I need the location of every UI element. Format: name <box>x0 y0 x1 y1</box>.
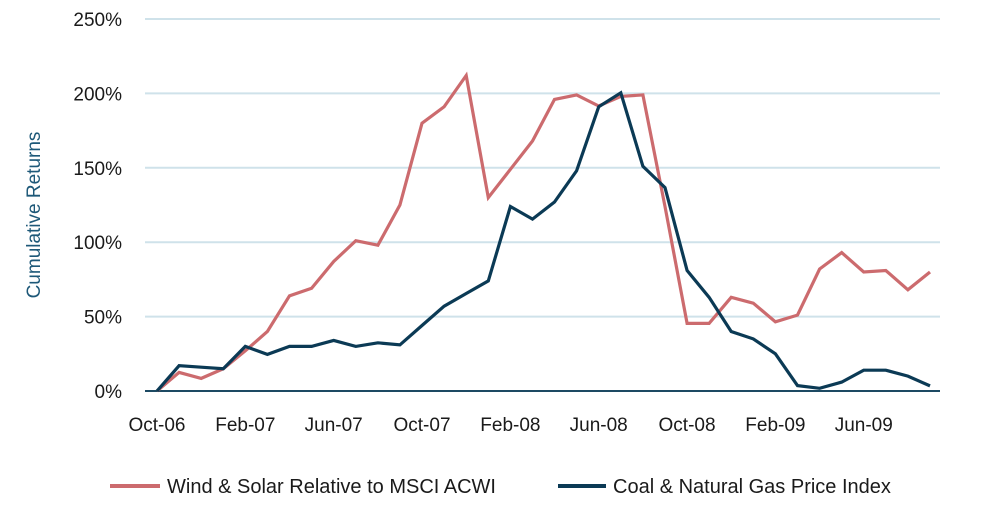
y-tick-label: 250% <box>73 10 122 31</box>
x-tick-label: Oct-07 <box>394 415 451 436</box>
x-tick-label: Jun-09 <box>835 415 893 436</box>
y-tick-label: 200% <box>73 84 122 105</box>
y-tick-label: 150% <box>73 159 122 180</box>
y-axis-title: Cumulative Returns <box>24 132 45 299</box>
legend-label-coal-gas: Coal & Natural Gas Price Index <box>613 476 891 498</box>
series-line-coal-gas <box>155 90 931 393</box>
x-tick-label: Oct-08 <box>659 415 716 436</box>
y-tick-label: 0% <box>95 382 123 403</box>
x-tick-label: Feb-07 <box>215 415 275 436</box>
x-tick-label: Feb-09 <box>745 415 805 436</box>
x-tick-label: Jun-08 <box>570 415 628 436</box>
y-tick-label: 50% <box>84 308 122 329</box>
x-tick-label: Oct-06 <box>128 415 185 436</box>
x-tick-label: Feb-08 <box>480 415 540 436</box>
x-tick-label: Jun-07 <box>305 415 363 436</box>
legend: Wind & Solar Relative to MSCI ACWI Coal … <box>110 476 891 498</box>
series-line-wind-solar <box>155 71 932 393</box>
y-tick-label: 100% <box>73 233 122 254</box>
legend-label-wind-solar: Wind & Solar Relative to MSCI ACWI <box>167 476 496 498</box>
